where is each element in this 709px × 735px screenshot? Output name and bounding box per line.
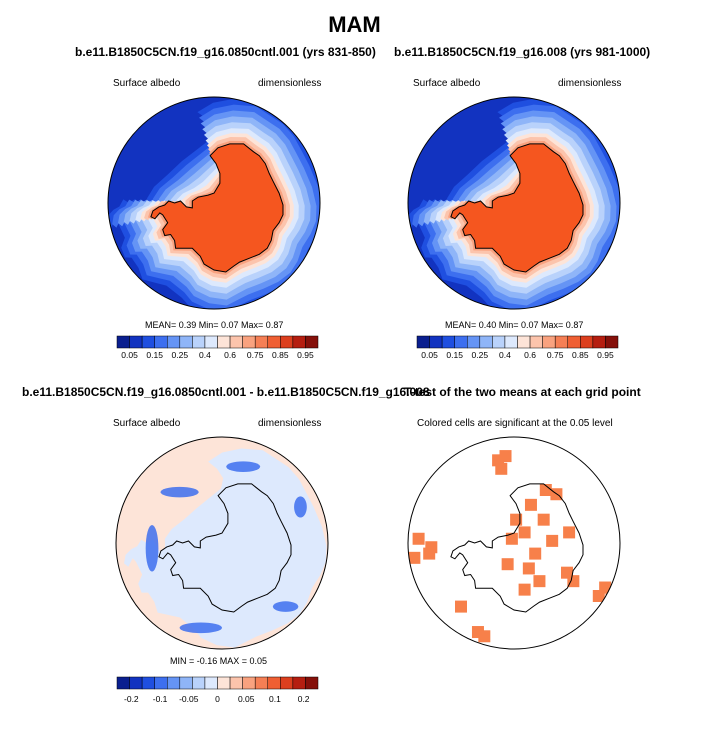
panel-title-test: b.e11.B1850C5CN.f19_g16.008 (yrs 981-100… — [394, 45, 651, 59]
significant-cell-ttest-13 — [599, 581, 612, 594]
map-fill-difference — [116, 437, 328, 649]
colorbar-label-difference-0: -0.2 — [124, 694, 139, 704]
significant-cell-ttest-9 — [408, 551, 421, 564]
coastline-test — [450, 143, 584, 273]
significant-cell-ttest-8 — [425, 541, 438, 554]
significant-cell-ttest-1 — [499, 450, 512, 463]
colorbar-label-test-4: 0.6 — [524, 350, 536, 360]
colorbar-label-control-3: 0.4 — [199, 350, 211, 360]
panel-stats-control: MEAN= 0.39 Min= 0.07 Max= 0.87 — [145, 320, 284, 330]
colorbar-label-test-2: 0.25 — [472, 350, 489, 360]
ice-diff-difference — [158, 483, 291, 612]
significant-cell-ttest-24 — [518, 583, 531, 596]
colorbar-box-difference-15 — [305, 676, 319, 690]
panel-variable-label-control: Surface albedo — [113, 78, 181, 89]
coastline-ttest — [450, 483, 584, 613]
colorbar-label-difference-6: 0.2 — [298, 694, 310, 704]
colorbar-label-test-7: 0.95 — [597, 350, 614, 360]
panel-variable-label-test: Surface albedo — [413, 78, 481, 89]
page-title: MAM — [328, 12, 381, 37]
significant-cell-ttest-18 — [510, 513, 523, 526]
panel-title-ttest: T-test of the two means at each grid poi… — [404, 385, 641, 399]
panel-title-difference: b.e11.B1850C5CN.f19_g16.0850cntl.001 - b… — [22, 385, 430, 399]
colorbar-label-difference-5: 0.1 — [269, 694, 281, 704]
panel-stats-difference: MIN = -0.16 MAX = 0.05 — [170, 656, 268, 666]
significant-cell-ttest-15 — [455, 600, 467, 613]
significant-cell-ttest-3 — [539, 484, 552, 496]
map-group-control — [107, 96, 321, 310]
colorbar-label-difference-1: -0.1 — [153, 694, 168, 704]
colorbar-label-control-0: 0.05 — [121, 350, 138, 360]
panel-units-label-control: dimensionless — [258, 78, 322, 89]
map-border-control — [107, 96, 321, 310]
significant-cell-ttest-23 — [533, 575, 546, 588]
significant-cell-ttest-21 — [537, 513, 550, 526]
panel-units-label-difference: dimensionless — [258, 418, 322, 429]
significant-cell-ttest-27 — [505, 532, 518, 545]
colorbar-label-test-6: 0.85 — [572, 350, 589, 360]
significant-cell-ttest-6 — [412, 532, 425, 545]
panel-units-label-test: dimensionless — [558, 78, 622, 89]
map-border-test — [407, 96, 621, 310]
significant-cell-ttest-25 — [546, 534, 559, 547]
colorbar-label-difference-3: 0 — [215, 694, 220, 704]
colorbar-label-control-6: 0.85 — [272, 350, 289, 360]
ice-sheet-test — [450, 143, 583, 272]
colorbar-label-control-5: 0.75 — [247, 350, 264, 360]
neg-patch-difference-3 — [179, 622, 222, 634]
panel-subtitle-ttest: Colored cells are significant at the 0.0… — [417, 418, 613, 429]
panel-title-control: b.e11.B1850C5CN.f19_g16.0850cntl.001 (yr… — [75, 45, 376, 59]
significant-cell-ttest-28 — [522, 562, 535, 575]
colorbar-label-difference-4: 0.05 — [238, 694, 255, 704]
map-border-ttest — [407, 436, 621, 650]
neg-patch-difference-5 — [294, 496, 307, 518]
colorbar-label-test-0: 0.05 — [421, 350, 438, 360]
significant-cell-ttest-26 — [563, 526, 576, 539]
map-group-difference — [115, 436, 329, 650]
colorbar-label-control-4: 0.6 — [224, 350, 236, 360]
colorbar-box-test-15 — [605, 335, 619, 349]
significant-cell-ttest-17 — [478, 630, 491, 643]
coastline-difference — [158, 483, 292, 613]
significant-cell-ttest-2 — [495, 462, 508, 475]
map-group-test — [407, 96, 621, 310]
neg-patch-difference-1 — [160, 486, 199, 498]
significant-cell-ttest-19 — [518, 526, 531, 539]
colorbar-label-difference-2: -0.05 — [179, 694, 199, 704]
colorbar-label-test-3: 0.4 — [499, 350, 511, 360]
colorbar-label-test-1: 0.15 — [446, 350, 463, 360]
colorbar-label-control-7: 0.95 — [297, 350, 314, 360]
colorbar-box-control-15 — [305, 335, 319, 349]
significant-cell-ttest-11 — [567, 575, 580, 588]
significant-cell-ttest-22 — [501, 558, 514, 571]
map-fill-ttest — [408, 450, 618, 643]
map-group-ttest — [407, 436, 621, 650]
neg-patch-difference-2 — [226, 461, 261, 472]
colorbar-label-test-5: 0.75 — [547, 350, 564, 360]
map-fill-control — [108, 97, 320, 309]
neg-patch-difference-0 — [145, 524, 159, 572]
colorbar-label-control-1: 0.15 — [146, 350, 163, 360]
coastline-control — [150, 143, 284, 273]
map-fill-test — [408, 97, 620, 309]
colorbar-label-control-2: 0.25 — [172, 350, 189, 360]
significant-cell-ttest-20 — [529, 547, 542, 560]
map-border-difference — [115, 436, 329, 650]
ice-sheet-control — [150, 143, 283, 272]
significant-cell-ttest-5 — [524, 498, 537, 511]
neg-patch-difference-4 — [272, 601, 299, 612]
panel-stats-test: MEAN= 0.40 Min= 0.07 Max= 0.87 — [445, 320, 584, 330]
panel-variable-label-difference: Surface albedo — [113, 418, 181, 429]
